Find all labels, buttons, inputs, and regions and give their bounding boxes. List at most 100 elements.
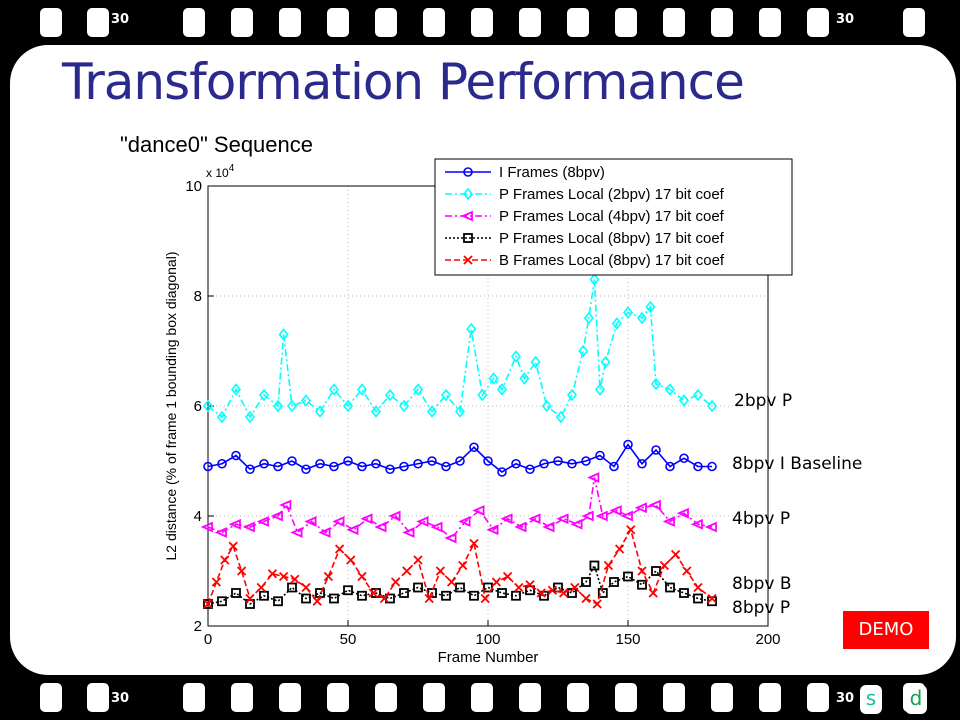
data-point [217,596,227,607]
data-point [287,582,297,593]
data-point [595,510,608,522]
x-tick-label: 200 [755,631,780,648]
series-line [207,443,712,473]
series-line [207,477,713,540]
data-point [211,577,222,587]
frame-number-bottom-left: 30 [111,691,130,706]
data-point [541,399,552,413]
data-point [301,464,311,475]
data-point [312,596,322,606]
data-point [216,410,228,424]
data-point [578,344,589,358]
data-point [676,507,689,519]
data-point [472,505,485,516]
data-point [706,399,718,413]
x-tick-label: 50 [340,631,357,648]
data-point [259,458,269,469]
demo-button[interactable]: DEMO [843,611,929,649]
data-point [528,513,541,525]
data-point [497,588,507,598]
data-point [594,383,606,396]
data-point [587,472,600,483]
legend-label: P Frames Local (8bpv) 17 bit coef [499,230,725,247]
data-point [244,410,256,424]
legend-label: I Frames (8bpv) [499,164,605,181]
nav-s-button[interactable]: s [860,685,882,714]
data-point [440,388,452,402]
data-point [217,458,227,469]
data-point [570,518,583,530]
sprocket-hole [279,683,301,712]
data-point [384,388,396,402]
label-8bpv-p: 8bpv P [732,598,790,618]
data-point [228,541,238,551]
data-point [388,510,401,522]
sprocket-hole [567,8,589,37]
sprocket-hole [759,8,781,37]
data-point [329,461,339,472]
data-point [360,513,373,525]
data-point [704,521,717,533]
data-point [592,599,602,609]
sprocket-hole [663,8,685,37]
frame-number-top-right: 30 [836,12,855,27]
data-point [622,306,634,319]
data-point [609,461,619,472]
data-point [547,585,558,595]
sprocket-hole [279,8,301,37]
chart: "dance0" Sequence 0 50 100 150 200 2 4 6 8 10x 10… [120,132,862,666]
y-multiplier: x 104 [206,163,235,180]
y-axis-label: L2 distance (% of frame 1 bounding box d… [163,252,179,561]
data-point [536,588,546,598]
data-point [611,317,622,330]
data-point [589,273,600,286]
data-point [357,590,367,601]
data-point [214,527,227,538]
x-tick-label: 150 [615,631,640,648]
data-point [581,577,591,587]
x-axis-label: Frame Number [438,649,539,666]
data-point [502,571,513,582]
data-point [203,599,213,609]
data-point [272,399,284,413]
data-point [581,593,591,604]
data-point [469,590,479,601]
data-point [273,461,283,472]
data-point [637,579,647,590]
data-point [357,571,367,582]
series-2 [200,472,717,544]
data-point [662,516,675,527]
data-point [203,599,213,609]
data-point [664,383,676,396]
data-point [525,580,535,590]
data-point [678,394,690,407]
data-point [634,502,647,514]
series-4 [203,525,717,609]
sprocket-hole [903,8,925,37]
data-point [623,439,633,450]
data-point [648,588,658,598]
sprocket-hole [40,8,62,37]
data-point [426,405,438,418]
data-point [203,461,213,472]
data-point [469,538,479,549]
data-point [343,456,353,466]
data-point [514,521,527,533]
data-point [597,588,608,598]
data-point [258,388,270,402]
data-point [511,590,521,601]
data-point [245,464,255,475]
nav-d-button[interactable]: d [905,685,927,714]
data-point [402,566,412,576]
data-point [486,524,499,536]
data-point [315,458,325,469]
data-point [231,588,241,598]
data-point [200,521,213,533]
x-tick-label: 100 [475,631,500,648]
data-point [231,450,241,461]
data-point [623,571,633,582]
data-point [441,461,451,472]
data-point [342,399,354,413]
sprocket-hole [519,8,541,37]
sprocket-hole [663,683,685,712]
